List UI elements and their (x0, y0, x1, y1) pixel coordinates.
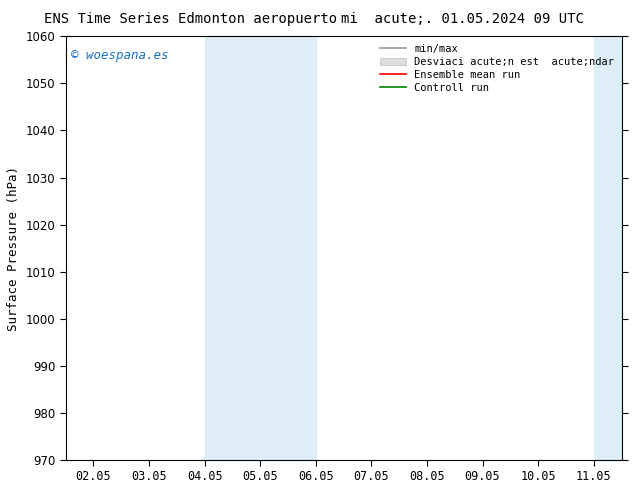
Legend: min/max, Desviaci acute;n est  acute;ndar, Ensemble mean run, Controll run: min/max, Desviaci acute;n est acute;ndar… (376, 40, 618, 98)
Bar (593, 36, 634, 460)
Text: ENS Time Series Edmonton aeropuerto: ENS Time Series Edmonton aeropuerto (44, 12, 337, 26)
Bar (205, 36, 316, 460)
Y-axis label: Surface Pressure (hPa): Surface Pressure (hPa) (7, 166, 20, 331)
Text: © woespana.es: © woespana.es (71, 49, 169, 62)
Text: mi  acute;. 01.05.2024 09 UTC: mi acute;. 01.05.2024 09 UTC (341, 12, 585, 26)
